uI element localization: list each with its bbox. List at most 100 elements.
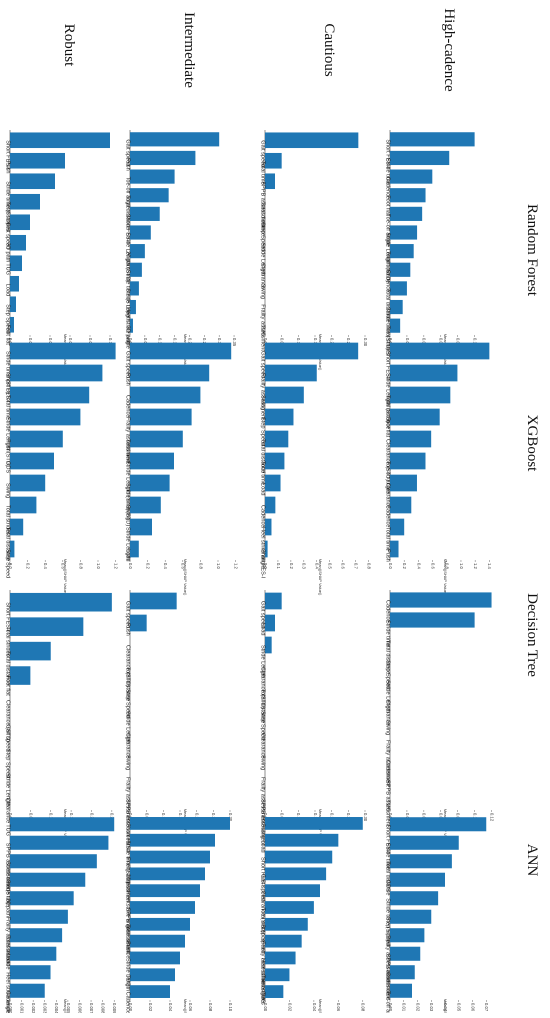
- feature-label: Stride Length: [125, 288, 131, 321]
- bar-2: [265, 386, 304, 404]
- feature-label: Total strides: [5, 505, 11, 535]
- bar-7: [265, 934, 302, 948]
- bar-1: [10, 152, 65, 169]
- bar-1: [390, 364, 458, 382]
- feature-label: Total strides: [5, 627, 11, 657]
- feature-label: Total time: [260, 161, 266, 185]
- bar-5: [390, 452, 426, 470]
- bar-1: [130, 833, 215, 847]
- feature-label: Step Speed: [260, 222, 266, 251]
- bar-3: [390, 408, 440, 426]
- bar-9: [130, 968, 175, 982]
- bar-6: [10, 474, 46, 492]
- row-header-cautious: Cautious: [321, 23, 337, 76]
- tick-label: 0.01: [402, 1003, 407, 1012]
- bar-0: [10, 132, 110, 149]
- feature-label: Stride time (STD): [125, 840, 131, 883]
- tick-label: 0.0: [8, 563, 13, 569]
- tick-label: 0.08: [208, 1003, 213, 1012]
- feature-label: Gait speed: [260, 874, 266, 901]
- bar-4: [265, 884, 320, 898]
- tick-label: 0.08: [88, 338, 93, 347]
- feature-label: 20 path: [5, 898, 11, 917]
- bar-3: [390, 872, 445, 887]
- feature-label: GDS: [5, 461, 11, 473]
- tick-label: 0.02: [148, 1003, 153, 1012]
- bar-1: [130, 150, 196, 166]
- tick-label: 0.05: [457, 1003, 462, 1012]
- feature-label: Foot flat: [5, 676, 11, 697]
- bar-2: [10, 386, 90, 404]
- feature-label: SPPB assessment: [125, 908, 131, 955]
- feature-label: Clearance (STD): [260, 667, 266, 709]
- tick-label: 0.07: [484, 1003, 489, 1012]
- feature-label: Toe-off angle: [385, 214, 391, 246]
- bar-2: [390, 386, 451, 404]
- bar-6: [390, 928, 425, 943]
- bar-4: [265, 430, 289, 448]
- tick-label: 0.00: [263, 338, 268, 347]
- bar-7: [130, 934, 185, 948]
- feature-label: Gait speed: [125, 351, 131, 378]
- feature-label: Stride Length (STD): [125, 233, 131, 283]
- tick-label: 1.0: [96, 563, 101, 569]
- bar-2: [265, 850, 333, 864]
- tick-label: 0.2: [25, 563, 30, 569]
- bar-0: [130, 342, 232, 360]
- feature-label: Total time: [385, 251, 391, 275]
- feature-label: TUG: [260, 325, 266, 337]
- feature-label: Gait speed: [125, 139, 131, 166]
- feature-label: Cadence: [385, 600, 391, 622]
- tick-label: 1.2: [233, 563, 238, 569]
- feature-label: Stride time: [385, 158, 391, 185]
- bar-3: [130, 408, 192, 426]
- tick-label: 0.1: [276, 563, 281, 569]
- feature-label: Stride Length: [5, 773, 11, 806]
- bar-5: [265, 452, 285, 470]
- tick-label: 0.10: [108, 338, 113, 347]
- bar-3: [130, 188, 169, 203]
- bar-8: [10, 518, 24, 536]
- bar-1: [265, 364, 317, 382]
- feature-label: 3D path: [5, 243, 11, 263]
- feature-label: Push: [125, 158, 131, 171]
- feature-label: Step Speed: [5, 549, 11, 578]
- tick-label: 0.02: [405, 338, 410, 347]
- bar-9: [390, 299, 403, 315]
- bar-0: [130, 132, 220, 147]
- bar-7: [130, 496, 161, 514]
- column-headers: Random Forest XGBoost Decision Tree ANN: [524, 204, 540, 876]
- feature-label: 20 path: [125, 874, 131, 893]
- feature-label: Frailty assessment: [260, 373, 266, 420]
- feature-label: Cadence: [260, 505, 266, 527]
- feature-label: Frailty assessment: [125, 417, 131, 464]
- row-header-robust: Robust: [61, 24, 77, 67]
- feature-label: TUG: [5, 263, 11, 275]
- feature-label: Gait speed: [260, 351, 266, 378]
- bar-6: [130, 917, 190, 931]
- bar-7: [265, 496, 276, 514]
- bar-4: [130, 430, 183, 448]
- feature-label: Load: [5, 284, 11, 296]
- bar-3: [10, 193, 40, 210]
- bar-7: [390, 262, 411, 277]
- bar-6: [10, 928, 63, 943]
- feature-label: Total distance: [260, 908, 266, 942]
- feature-label: Stride Length (STD): [5, 417, 11, 467]
- bar-8: [390, 518, 405, 536]
- feature-label: Total time: [125, 439, 131, 463]
- tick-label: 0.00: [8, 338, 13, 347]
- bar-4: [130, 206, 160, 221]
- feature-label: Clearance (STD): [260, 891, 266, 933]
- x-axis-label: Mean(|SHAP Value|): [318, 999, 323, 1013]
- tick-label: 0.25: [202, 338, 207, 347]
- feature-label: Cadence: [125, 992, 131, 1013]
- bar-4: [390, 430, 432, 448]
- tick-label: 0.0: [128, 563, 133, 569]
- feature-label: TUG: [5, 824, 11, 836]
- bar-1: [10, 364, 103, 382]
- feature-label: TUG: [260, 992, 266, 1004]
